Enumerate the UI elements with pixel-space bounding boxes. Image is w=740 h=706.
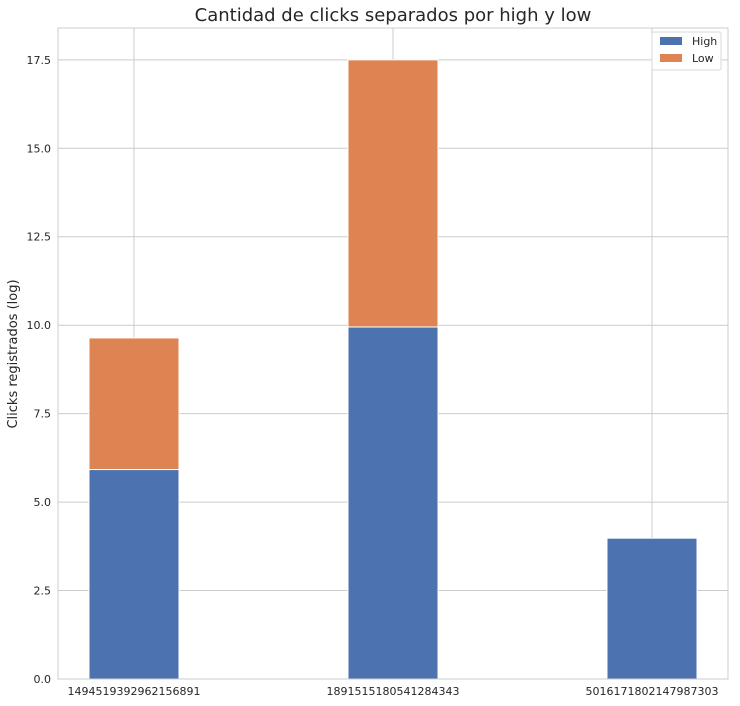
y-tick-label: 15.0 — [27, 142, 52, 155]
y-tick-label: 7.5 — [34, 408, 52, 421]
x-tick-label: 1494519392962156891 — [68, 685, 201, 698]
y-tick-label: 10.0 — [27, 319, 52, 332]
x-axis-ticks: 1494519392962156891 1891515180541284343 50… — [68, 685, 719, 698]
y-tick-label: 0.0 — [34, 673, 52, 686]
legend-swatch-low — [660, 54, 682, 62]
legend-label-high: High — [692, 35, 717, 48]
legend-label-low: Low — [692, 52, 714, 65]
y-tick-label: 5.0 — [34, 496, 52, 509]
legend-swatch-high — [660, 37, 682, 45]
bar-series — [88, 59, 698, 680]
bar-high — [347, 326, 439, 680]
bar-high — [88, 469, 180, 680]
y-tick-label: 17.5 — [27, 54, 52, 67]
bar-low — [88, 337, 180, 471]
x-tick-label: 5016171802147987303 — [586, 685, 719, 698]
plot-frame — [57, 27, 729, 680]
y-axis-ticks: 0.0 2.5 5.0 7.5 10.0 12.5 15.0 17.5 — [27, 54, 52, 686]
chart-title: Cantidad de clicks separados por high y … — [195, 5, 592, 26]
bar-low — [347, 59, 439, 328]
x-tick-label: 1891515180541284343 — [327, 685, 460, 698]
bar-high — [606, 537, 698, 680]
legend: High Low — [651, 31, 722, 71]
y-tick-label: 2.5 — [34, 585, 52, 598]
y-tick-label: 12.5 — [27, 231, 52, 244]
y-axis-label: Clicks registrados (log) — [6, 279, 21, 428]
